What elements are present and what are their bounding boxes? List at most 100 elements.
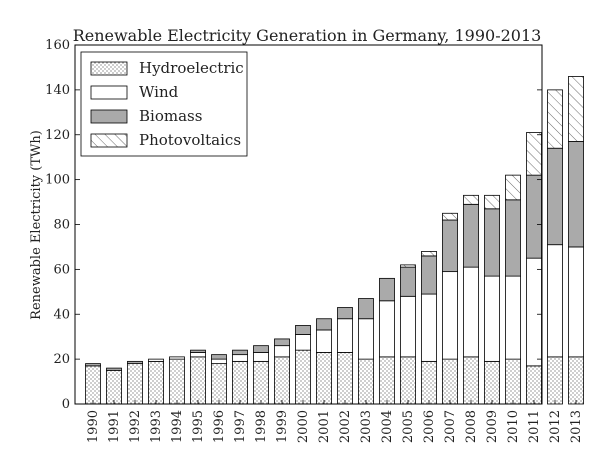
bar-biomass-2004	[379, 277, 395, 302]
bar-wind-1998	[253, 351, 269, 362]
bar-wind-2003	[358, 318, 374, 360]
bar-wind-2006	[421, 293, 437, 362]
bar-wind-2008	[463, 266, 479, 358]
bar-wind-1996	[211, 358, 227, 365]
legend-label-photovoltaics: Photovoltaics	[139, 131, 241, 149]
bar-hydroelectric-2006	[421, 360, 437, 405]
legend-label-wind: Wind	[139, 83, 179, 101]
x-tick-label: 1997	[233, 410, 248, 443]
bar-photovoltaics-2006	[421, 251, 437, 257]
bar-biomass-2002	[337, 307, 353, 320]
bar-hydroelectric-1990	[85, 365, 101, 405]
y-tick-label: 60	[53, 262, 70, 277]
bar-wind-2009	[484, 275, 500, 362]
bar-hydroelectric-2000	[295, 349, 311, 405]
bar-biomass-2011	[526, 174, 542, 259]
bar-biomass-1997	[232, 349, 248, 356]
bar-photovoltaics-2011	[526, 132, 542, 176]
legend-label-hydroelectric: Hydroelectric	[139, 59, 244, 77]
y-tick-label: 140	[45, 83, 70, 98]
bar-biomass-2013	[568, 141, 584, 248]
y-tick-label: 160	[45, 38, 70, 53]
bar-hydroelectric-1999	[274, 356, 290, 405]
legend-swatch-biomass	[90, 109, 128, 124]
x-tick-label: 2009	[485, 410, 500, 443]
bar-biomass-2012	[547, 147, 563, 246]
bar-biomass-1991	[106, 367, 122, 371]
bar-photovoltaics-2012	[547, 89, 563, 149]
bar-wind-1994	[169, 356, 185, 360]
y-tick-label: 100	[45, 173, 70, 188]
ticks-layer: 1990 1991 1992 1993 1994 1995 1996 1997 1998 1999…	[45, 38, 584, 443]
x-tick-label: 1993	[149, 410, 164, 443]
chart-title: Renewable Electricity Generation in Germ…	[73, 26, 542, 45]
bars-layer	[85, 76, 584, 405]
legend-swatch-photovoltaics	[90, 133, 128, 148]
bar-wind-1999	[274, 345, 290, 358]
bar-wind-1993	[148, 358, 164, 362]
x-tick-label: 2012	[548, 410, 563, 443]
plot-frame	[74, 44, 543, 405]
bar-hydroelectric-2004	[379, 356, 395, 405]
x-tick-label: 1994	[170, 410, 185, 443]
bar-biomass-2005	[400, 266, 416, 297]
bar-hydroelectric-1994	[169, 358, 185, 405]
bar-biomass-1998	[253, 345, 269, 353]
bar-biomass-2001	[316, 318, 332, 331]
bar-wind-1997	[232, 354, 248, 362]
bar-hydroelectric-1996	[211, 363, 227, 405]
x-tick-label: 2002	[338, 410, 353, 443]
bar-biomass-2006	[421, 255, 437, 295]
bar-wind-2011	[526, 257, 542, 367]
bar-wind-1995	[190, 351, 206, 358]
x-tick-label: 1991	[107, 410, 122, 443]
bar-hydroelectric-2008	[463, 356, 479, 405]
bar-hydroelectric-2003	[358, 358, 374, 405]
bar-wind-2013	[568, 246, 584, 358]
bar-hydroelectric-2010	[505, 358, 521, 405]
bar-biomass-1992	[127, 360, 143, 365]
bar-biomass-1990	[85, 363, 101, 367]
x-tick-label: 1990	[86, 410, 101, 443]
y-tick-label: 40	[53, 307, 70, 322]
bar-hydroelectric-1998	[253, 360, 269, 405]
x-tick-label: 1999	[275, 410, 290, 443]
bar-photovoltaics-2007	[442, 212, 458, 221]
bar-wind-2005	[400, 295, 416, 358]
bar-hydroelectric-1995	[190, 356, 206, 405]
bar-hydroelectric-2013	[568, 356, 584, 405]
bar-biomass-2007	[442, 219, 458, 273]
y-axis-label: Renewable Electricity (TWh)	[29, 130, 44, 320]
bar-hydroelectric-1991	[106, 369, 122, 405]
bar-hydroelectric-1993	[148, 360, 164, 405]
bar-hydroelectric-2009	[484, 360, 500, 405]
bar-hydroelectric-2005	[400, 356, 416, 405]
bar-biomass-1995	[190, 349, 206, 353]
x-tick-label: 2011	[527, 410, 542, 443]
legend-swatch-wind	[90, 85, 128, 100]
bar-hydroelectric-2011	[526, 365, 542, 405]
y-tick-label: 80	[53, 218, 70, 233]
bar-photovoltaics-2008	[463, 194, 479, 205]
x-tick-label: 2004	[380, 410, 395, 443]
x-tick-label: 2005	[401, 410, 416, 443]
x-tick-label: 2000	[296, 410, 311, 443]
y-tick-label: 120	[45, 128, 70, 143]
x-tick-label: 2010	[506, 410, 521, 443]
bar-hydroelectric-2012	[547, 356, 563, 405]
bar-photovoltaics-2009	[484, 194, 500, 210]
bar-photovoltaics-2013	[568, 76, 584, 142]
bar-hydroelectric-2001	[316, 351, 332, 405]
bar-biomass-2008	[463, 203, 479, 268]
x-tick-label: 1998	[254, 410, 269, 443]
bar-biomass-2009	[484, 208, 500, 277]
bar-wind-2001	[316, 329, 332, 353]
legend: Hydroelectric Wind Biomass Photovoltaics	[80, 51, 248, 157]
bar-photovoltaics-2005	[400, 264, 416, 268]
x-tick-label: 1995	[191, 410, 206, 443]
x-tick-label: 1996	[212, 410, 227, 443]
bar-photovoltaics-2010	[505, 174, 521, 201]
bar-biomass-2000	[295, 325, 311, 335]
bar-wind-2002	[337, 318, 353, 353]
